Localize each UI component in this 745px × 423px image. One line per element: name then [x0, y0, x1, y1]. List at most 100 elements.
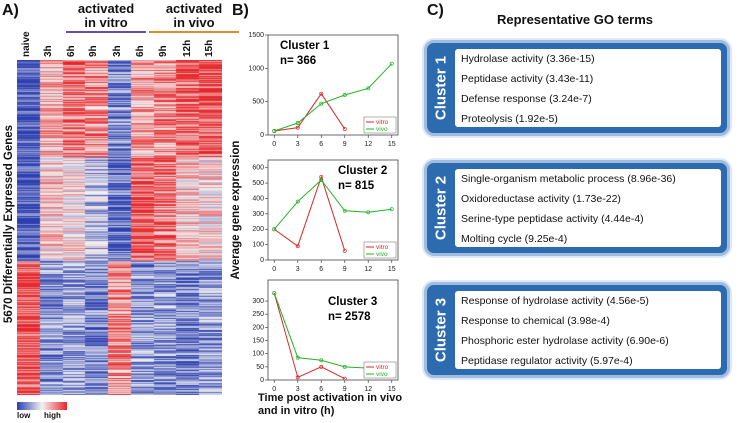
x-tick-label: 9 — [343, 266, 347, 273]
series-line-vitro — [273, 293, 345, 380]
heatmap-column-label: 6h — [135, 45, 146, 57]
go-term: Molting cycle (9.25e-4) — [461, 233, 568, 245]
x-tick-label: 3 — [296, 266, 300, 273]
data-point-vivo — [319, 101, 324, 106]
x-tick-label: 0 — [272, 141, 276, 148]
data-point-vitro — [342, 248, 347, 253]
line-xlabel: Time post activation in vivo and in vitr… — [258, 392, 403, 417]
data-point-vivo — [389, 207, 394, 212]
group-label-invivo: activated in vivo — [165, 1, 223, 30]
legend-label-vivo: vivo — [376, 126, 388, 133]
heatmap-ylabel: 5670 Differentially Expressed Genes — [3, 124, 15, 324]
y-tick-label: 500 — [252, 180, 264, 187]
heatmap-column-label: 3h — [43, 45, 54, 57]
heatmap-column-label: 9h — [158, 45, 169, 57]
series-line-vivo — [274, 63, 393, 132]
series-line-vitro — [274, 92, 346, 132]
data-point-vitro — [342, 376, 347, 381]
x-tick-label: 6 — [319, 386, 323, 393]
go-box-label: Cluster 3 — [432, 297, 450, 363]
y-tick-label: 300 — [252, 211, 264, 218]
invivo-bracket — [149, 31, 239, 33]
x-tick-label: 15 — [388, 141, 396, 148]
data-point-vivo — [272, 291, 277, 296]
x-tick-label: 15 — [388, 266, 396, 273]
panel-b-letter: B) — [232, 2, 249, 19]
group-label-invitro: activated in vitro — [77, 1, 135, 30]
y-tick-label: 400 — [252, 195, 264, 202]
x-tick-label: 12 — [364, 386, 372, 393]
go-box-cluster-3: Cluster 3 Response of hydrolase activity… — [424, 282, 730, 378]
data-point-vivo — [272, 129, 277, 133]
legend-label-vivo: vivo — [376, 371, 388, 378]
data-point-vivo — [319, 178, 324, 182]
go-term: Serine-type peptidase activity (4.44e-4) — [461, 213, 644, 225]
data-point-vivo — [295, 355, 300, 360]
legend-label-vitro: vitro — [376, 119, 389, 126]
legend-low-label: low — [17, 411, 31, 420]
data-point-vivo — [366, 86, 371, 91]
panel-a-letter: A) — [2, 2, 19, 19]
data-point-vivo — [342, 364, 347, 369]
data-point-vitro — [295, 125, 300, 130]
cluster-title: Cluster 2 — [338, 165, 387, 177]
y-tick-label: 100 — [252, 351, 264, 358]
go-box-label: Cluster 1 — [432, 55, 450, 121]
y-tick-label: 200 — [252, 324, 264, 331]
go-term: Phosphoric ester hydrolase activity (6.9… — [461, 335, 669, 347]
go-term: Single-organism metabolic process (8.96e… — [461, 173, 676, 185]
data-point-vivo — [389, 61, 394, 66]
go-box-cluster-1: Cluster 1 Hydrolase activity (3.36e-15) … — [424, 40, 730, 136]
x-tick-label: 0 — [272, 386, 276, 393]
heatmap-color-legend — [17, 402, 67, 410]
x-tick-label: 9 — [343, 141, 347, 148]
y-tick-label: 1000 — [248, 65, 264, 72]
y-tick-label: 250 — [252, 311, 264, 318]
cluster-n: n= 815 — [338, 180, 375, 192]
x-tick-label: 12 — [364, 266, 372, 273]
data-point-vivo — [342, 93, 347, 97]
data-point-vivo — [319, 358, 324, 363]
x-tick-label: 6 — [319, 266, 323, 273]
x-tick-label: 3 — [296, 386, 300, 393]
heatmap-column-label: naive — [21, 31, 32, 57]
go-term: Response of hydrolase activity (4.56e-5) — [461, 295, 649, 307]
y-tick-label: 0 — [260, 377, 264, 384]
heatmap-column-label: 3h — [112, 45, 123, 57]
y-tick-label: 150 — [252, 338, 264, 345]
y-tick-label: 1500 — [248, 32, 264, 39]
heatmap-column-label: 9h — [88, 45, 99, 57]
legend-label-vitro: vitro — [376, 364, 389, 371]
y-tick-label: 500 — [252, 99, 264, 106]
data-point-vivo — [342, 208, 347, 213]
cluster-title: Cluster 1 — [280, 40, 330, 52]
heatmap-column-label: 12h — [182, 39, 193, 57]
data-point-vitro — [342, 127, 347, 131]
invitro-bracket — [66, 31, 146, 33]
series-line-vivo — [273, 179, 392, 230]
cluster-n: n= 2578 — [328, 311, 371, 323]
go-term: Defense response (3.24e-7) — [461, 93, 592, 105]
expression-heatmap — [17, 60, 222, 395]
go-term: Response to chemical (3.98e-4) — [461, 315, 610, 327]
go-term: Oxidoreductase activity (1.73e-22) — [461, 193, 621, 205]
y-tick-label: 100 — [252, 242, 264, 249]
data-point-vitro — [319, 91, 324, 96]
legend-high-label: high — [44, 411, 61, 420]
data-point-vitro — [295, 375, 300, 380]
data-point-vivo — [295, 199, 300, 204]
go-box-cluster-2: Cluster 2 Single-organism metabolic proc… — [424, 160, 730, 256]
legend-label-vitro: vitro — [376, 244, 389, 251]
heatmap-ylabel-wrap: 5670 Differentially Expressed Genes — [2, 60, 16, 390]
y-tick-label: 200 — [252, 226, 264, 233]
data-point-vitro — [319, 364, 324, 369]
cluster-title: Cluster 3 — [328, 296, 377, 308]
data-point-vivo — [366, 210, 371, 215]
x-tick-label: 6 — [319, 141, 323, 148]
data-point-vitro — [295, 244, 300, 249]
y-tick-label: 300 — [252, 298, 264, 305]
series-line-vitro — [273, 175, 346, 251]
y-tick-label: 50 — [256, 364, 264, 371]
cluster-n: n= 366 — [280, 55, 316, 67]
